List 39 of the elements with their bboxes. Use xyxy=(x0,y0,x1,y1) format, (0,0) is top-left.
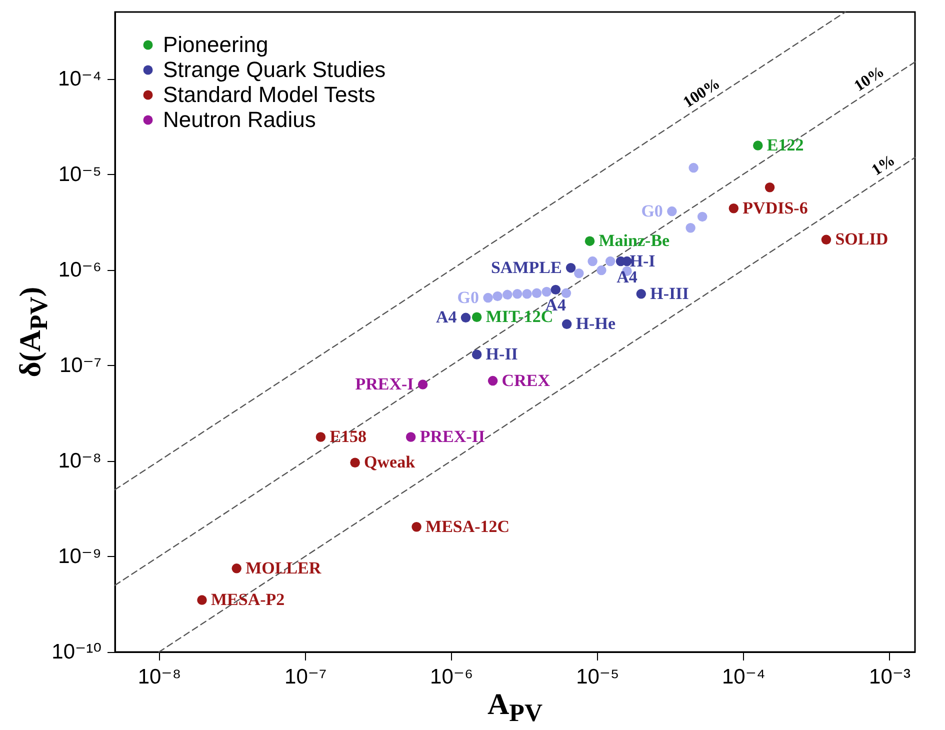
data-label: Mainz-Be xyxy=(598,231,670,250)
data-label: H-II xyxy=(486,344,518,364)
data-label: PREX-II xyxy=(420,427,486,446)
text: 1% xyxy=(868,152,898,180)
x-tick-label: 10⁻⁸ xyxy=(138,666,182,688)
data-label: E158 xyxy=(330,427,367,446)
data-label: Qweak xyxy=(364,452,416,472)
data-label: G0 xyxy=(457,288,480,307)
legend-label: Pioneering xyxy=(163,32,268,57)
x-tick-label: 10⁻⁶ xyxy=(430,666,474,688)
data-label: MESA-P2 xyxy=(210,590,285,610)
data-label: PVDIS-6 xyxy=(742,198,808,218)
y-tick-label: 10⁻⁹ xyxy=(58,544,102,568)
y-tick-label: 10⁻¹⁰ xyxy=(52,640,102,664)
data-label: E122 xyxy=(766,136,804,155)
data-label: MESA-12C xyxy=(426,516,510,536)
text: 10% xyxy=(851,63,888,96)
data-label: H-III xyxy=(650,284,690,303)
y-tick-label: 10⁻⁵ xyxy=(58,162,102,186)
data-label: MOLLER xyxy=(246,558,322,578)
x-tick-label: 10⁻⁷ xyxy=(284,666,327,688)
data-label: PREX-I xyxy=(355,374,414,394)
legend-label: Standard Model Tests xyxy=(163,82,376,107)
data-label: G0 xyxy=(641,201,663,220)
y-tick-label: 10⁻⁷ xyxy=(59,354,102,377)
x-tick-label: 10⁻⁴ xyxy=(722,666,766,688)
x-axis-title: A$_{PV}$ xyxy=(488,688,542,728)
data-label: CREX xyxy=(502,370,551,390)
y-tick-label: 10⁻⁸ xyxy=(58,449,102,472)
y-tick-label: 10⁻⁴ xyxy=(58,67,102,90)
legend-label: Neutron Radius xyxy=(163,107,316,132)
data-label: A4 xyxy=(436,308,458,327)
data-label: SOLID xyxy=(835,230,888,249)
data-label: H-He xyxy=(576,314,616,334)
x-tick-label: 10⁻³ xyxy=(869,666,911,688)
y-tick-label: 10⁻⁶ xyxy=(58,258,102,282)
x-tick-label: 10⁻⁵ xyxy=(576,666,620,688)
data-label: SAMPLE xyxy=(490,258,562,277)
legend-label: Strange Quark Studies xyxy=(163,57,386,82)
